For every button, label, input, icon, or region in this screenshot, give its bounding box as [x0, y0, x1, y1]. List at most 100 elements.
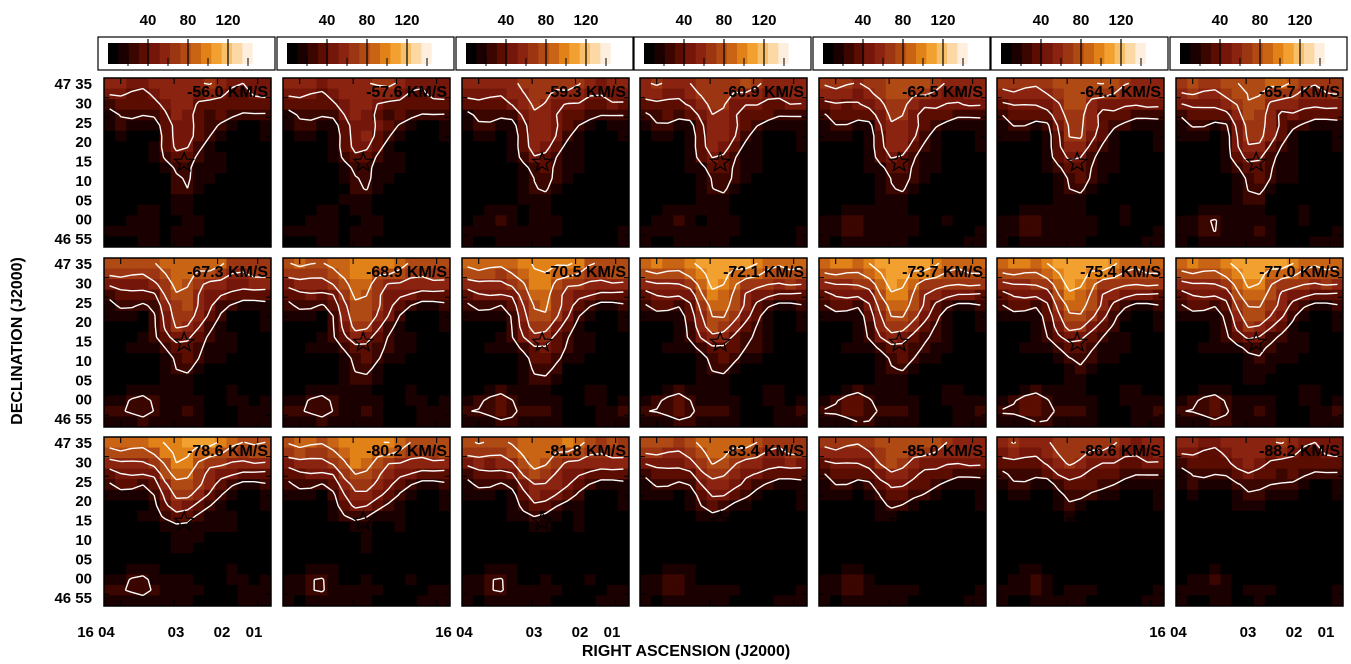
heatmap-cell — [852, 141, 865, 153]
heatmap-cell — [226, 500, 239, 512]
contour-level — [517, 82, 581, 111]
heatmap-cell — [126, 279, 138, 291]
heatmap-cell — [1198, 310, 1210, 322]
heatmap-cell — [305, 78, 317, 90]
heatmap-cell — [751, 310, 763, 322]
contour-level — [1002, 267, 1159, 315]
colorbar-cell — [600, 43, 612, 64]
heatmap-cell — [874, 204, 887, 216]
heatmap-cell — [584, 321, 597, 333]
heatmap-cell — [159, 521, 172, 533]
heatmap-cell — [930, 204, 942, 216]
heatmap-cell — [115, 215, 127, 227]
heatmap-cell — [573, 500, 585, 512]
heatmap-cell — [974, 279, 987, 291]
heatmap-cell — [584, 489, 597, 501]
heatmap-cell — [1108, 204, 1120, 216]
heatmap-cell — [495, 215, 508, 227]
heatmap-cell — [148, 595, 161, 607]
heatmap-cell — [181, 342, 194, 354]
heatmap-cell — [383, 489, 395, 501]
heatmap-cell — [751, 342, 763, 354]
heatmap-cell — [294, 468, 306, 480]
heatmap-cell — [740, 194, 752, 206]
heatmap-cell — [1209, 78, 1222, 90]
heatmap-cell — [517, 215, 530, 227]
heatmap-cell — [795, 447, 808, 459]
heatmap-cell — [595, 595, 608, 607]
heatmap-cell — [963, 395, 976, 407]
heatmap-cell — [193, 268, 205, 280]
colorbar-cell — [149, 43, 161, 64]
heatmap-cell — [606, 479, 619, 491]
heatmap-cell — [137, 574, 150, 586]
heatmap-cell — [795, 88, 808, 100]
heatmap-cell — [841, 416, 853, 428]
heatmap-cell — [159, 99, 172, 111]
heatmap-cell — [595, 384, 608, 396]
heatmap-cell — [684, 321, 697, 333]
heatmap-cell — [148, 500, 161, 512]
heatmap-cell — [484, 553, 496, 565]
heatmap-cell — [729, 510, 741, 522]
heatmap-cell — [237, 468, 250, 480]
heatmap-cell — [1198, 99, 1210, 111]
heatmap-cell — [1309, 99, 1322, 111]
heatmap-cell — [1152, 236, 1165, 248]
heatmap-cell — [248, 574, 261, 586]
heatmap-cell — [237, 437, 250, 449]
contour-level — [824, 302, 981, 423]
heatmap-cell — [394, 374, 406, 386]
heatmap-cell — [159, 310, 172, 322]
heatmap-cell — [595, 353, 608, 365]
heatmap-cell — [617, 88, 630, 100]
heatmap-cell — [248, 563, 261, 575]
colorbar-tick-label: 40 — [498, 12, 515, 29]
heatmap-cell — [137, 162, 150, 174]
heatmap-cell — [695, 109, 708, 121]
heatmap-cell — [963, 225, 976, 237]
heatmap-cell — [294, 321, 306, 333]
heatmap-cell — [137, 78, 150, 90]
panel-frame — [818, 257, 987, 428]
heatmap-cell — [885, 258, 898, 270]
heatmap-cell — [1052, 141, 1065, 153]
heatmap-cell — [1331, 384, 1344, 396]
heatmap-cell — [662, 215, 674, 227]
heatmap-cell — [1141, 183, 1154, 195]
heatmap-cell — [830, 405, 842, 417]
heatmap-cell — [819, 289, 831, 301]
heatmap-cell — [316, 500, 329, 512]
heatmap-cell — [1253, 416, 1266, 428]
heatmap-cell — [1265, 183, 1277, 195]
heatmap-cell — [1086, 363, 1098, 375]
heatmap-cell — [1176, 236, 1188, 248]
heatmap-cell — [438, 310, 451, 322]
heatmap-cell — [394, 437, 406, 449]
heatmap-cell — [1030, 289, 1043, 301]
colorbar-tick-label: 80 — [1252, 12, 1269, 29]
heatmap-cell — [562, 300, 574, 312]
heatmap-cell — [294, 510, 306, 522]
panel-frame — [996, 77, 1165, 248]
heatmap-cell — [1041, 78, 1054, 90]
heatmap-cell — [651, 500, 663, 512]
heatmap-cell — [427, 542, 440, 554]
heatmap-cell — [606, 500, 619, 512]
heatmap-cell — [349, 331, 362, 343]
heatmap-cell — [1141, 279, 1154, 291]
heatmap-cell — [1008, 204, 1020, 216]
heatmap-cell — [427, 204, 440, 216]
panel-frame — [461, 257, 630, 428]
heatmap-cell — [159, 151, 172, 163]
heatmap-cell — [283, 120, 295, 132]
heatmap-cell — [473, 468, 485, 480]
heatmap-cell — [729, 405, 741, 417]
heatmap-cell — [1320, 310, 1333, 322]
heatmap-cell — [1209, 363, 1222, 375]
heatmap-cell — [294, 130, 306, 142]
heatmap-cell — [204, 458, 216, 470]
heatmap-cell — [1119, 310, 1132, 322]
heatmap-cell — [294, 353, 306, 365]
heatmap-cell — [551, 574, 563, 586]
